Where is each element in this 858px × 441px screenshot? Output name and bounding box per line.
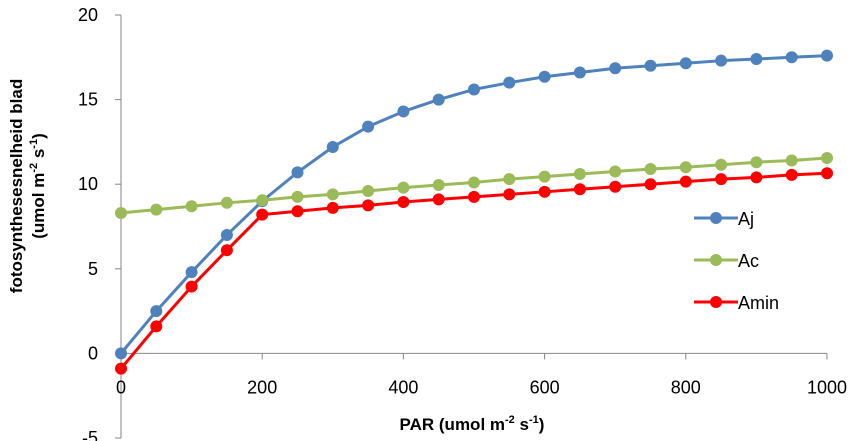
data-point-aj	[503, 76, 516, 89]
x-tick-label: 1000	[807, 377, 847, 397]
data-point-amin	[291, 205, 304, 218]
data-point-ac	[785, 154, 798, 167]
data-point-aj	[785, 51, 798, 64]
data-point-aj	[750, 52, 763, 65]
data-point-amin	[538, 185, 551, 198]
x-axis-title: PAR (umol m-2 s-1)	[400, 414, 545, 434]
data-point-aj	[362, 120, 375, 133]
data-point-ac	[644, 162, 657, 175]
data-point-amin	[256, 208, 269, 221]
legend-label-ac: Ac	[738, 251, 759, 271]
data-point-ac	[185, 200, 198, 213]
data-point-aj	[468, 83, 480, 96]
data-point-amin	[644, 178, 657, 191]
legend-marker-ac	[710, 254, 722, 266]
x-tick-label: 200	[247, 377, 277, 397]
data-point-ac	[362, 184, 375, 197]
data-point-aj	[609, 62, 622, 75]
legend-marker-aj	[710, 212, 722, 224]
data-point-aj	[326, 140, 339, 153]
data-point-ac	[220, 196, 233, 209]
data-point-amin	[679, 175, 692, 188]
data-point-aj	[220, 228, 233, 241]
data-point-aj	[715, 54, 728, 67]
data-point-aj	[538, 70, 551, 83]
data-point-amin	[150, 320, 163, 333]
data-point-aj	[115, 347, 127, 360]
data-point-amin	[397, 195, 410, 208]
data-point-ac	[609, 165, 622, 178]
data-point-amin	[115, 362, 127, 375]
data-point-aj	[150, 305, 163, 318]
data-point-amin	[715, 173, 728, 186]
data-point-amin	[326, 201, 339, 214]
data-point-amin	[432, 193, 445, 206]
data-point-ac	[573, 168, 586, 181]
y-tick-label: 10	[78, 174, 98, 194]
data-point-aj	[397, 105, 410, 118]
axes	[115, 14, 828, 439]
data-point-ac	[821, 151, 833, 164]
data-point-ac	[468, 176, 480, 189]
legend: Aj Ac Amin	[694, 209, 779, 313]
data-point-aj	[644, 59, 657, 72]
y-tick-label: 15	[78, 90, 98, 110]
data-point-ac	[679, 161, 692, 174]
data-point-amin	[185, 280, 198, 293]
data-point-ac	[115, 206, 127, 219]
data-point-ac	[432, 179, 445, 192]
y-tick-label: 0	[88, 343, 98, 363]
data-point-aj	[291, 166, 304, 179]
data-point-ac	[503, 173, 516, 186]
x-tick-label: 600	[530, 377, 560, 397]
data-point-aj	[185, 266, 198, 279]
data-point-amin	[821, 167, 833, 180]
legend-label-aj: Aj	[738, 209, 754, 229]
y-axis-title-line1: fotosynthesesnelheid blad	[7, 79, 26, 293]
data-point-amin	[573, 183, 586, 196]
data-point-ac	[538, 170, 551, 183]
data-point-ac	[715, 158, 728, 171]
data-point-aj	[573, 66, 586, 79]
data-point-ac	[150, 203, 163, 216]
series-layer	[115, 49, 833, 375]
data-point-amin	[750, 171, 763, 184]
data-point-amin	[609, 180, 622, 193]
legend-marker-amin	[710, 296, 722, 308]
y-tick-label: 20	[78, 5, 98, 25]
y-axis-title-group: fotosynthesesnelheid blad (umol m-2 s-1)	[7, 79, 48, 293]
y-tick-label: -5	[82, 428, 98, 441]
x-tick-label: 800	[671, 377, 701, 397]
data-point-amin	[785, 168, 798, 181]
y-tick-label: 5	[88, 259, 98, 279]
x-tick-label: 400	[388, 377, 418, 397]
data-point-amin	[503, 188, 516, 201]
data-point-amin	[468, 190, 480, 203]
data-point-ac	[750, 156, 763, 169]
legend-label-amin: Amin	[738, 293, 779, 313]
data-point-ac	[326, 188, 339, 201]
data-point-aj	[821, 49, 833, 62]
data-point-amin	[220, 244, 233, 257]
data-point-ac	[291, 190, 304, 203]
data-point-aj	[679, 57, 692, 70]
data-point-amin	[362, 199, 375, 212]
data-point-aj	[432, 93, 445, 106]
data-point-ac	[256, 194, 269, 207]
y-axis-title-line2: (umol m-2 s-1)	[28, 133, 48, 239]
data-point-ac	[397, 181, 410, 194]
x-tick-label: 0	[116, 377, 126, 397]
